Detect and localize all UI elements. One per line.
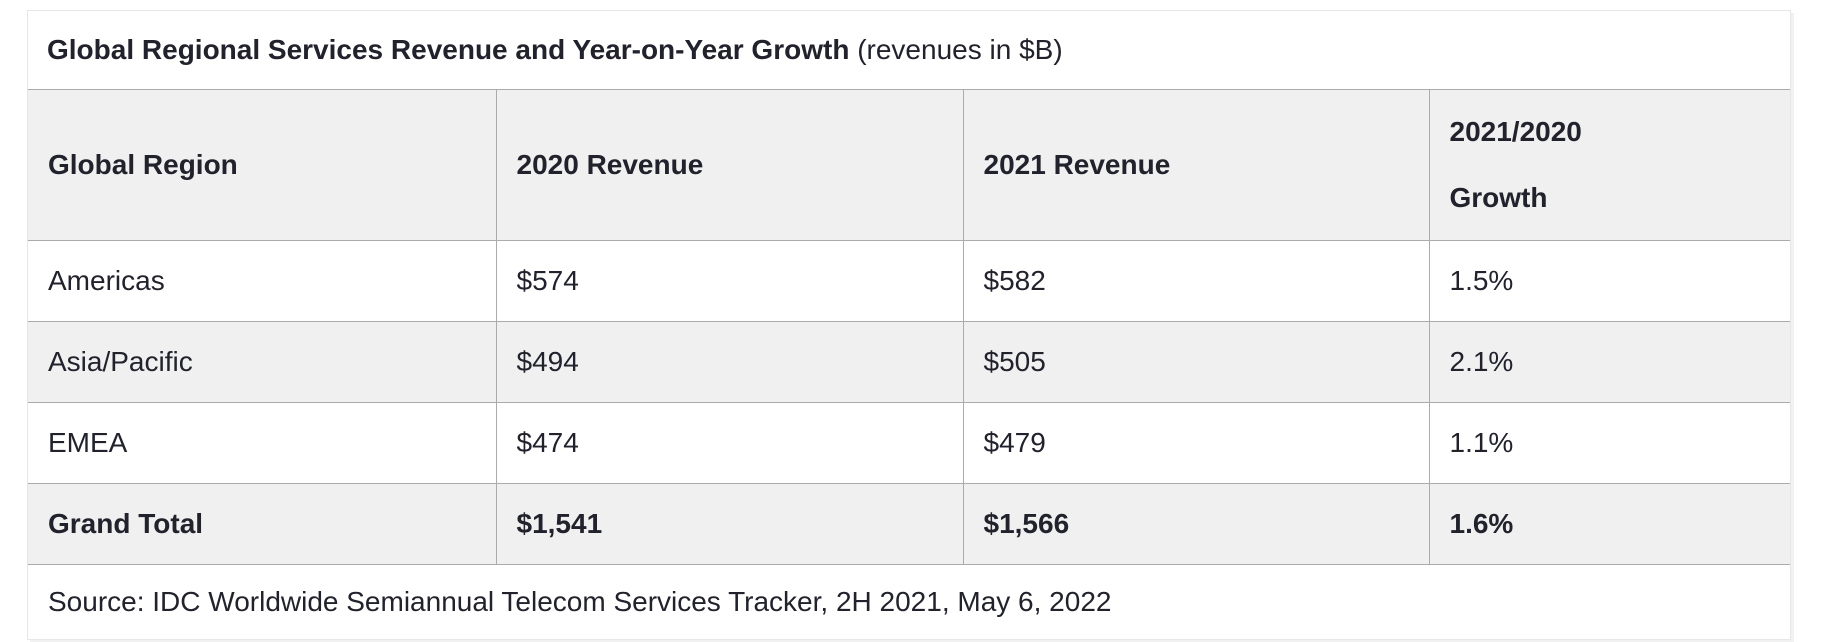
table-title: Global Regional Services Revenue and Yea… [47,34,850,65]
cell-2021-revenue: $1,566 [962,483,1430,565]
table-title-row: Global Regional Services Revenue and Yea… [27,10,1791,90]
cell-growth: 1.1% [1428,402,1791,484]
cell-2020-revenue: $574 [495,240,964,322]
table-source-row: Source: IDC Worldwide Semiannual Telecom… [27,564,1791,640]
cell-region: Grand Total [27,483,497,565]
cell-2020-revenue: $494 [495,321,964,403]
cell-2020-revenue: $1,541 [495,483,964,565]
table-title-cell: Global Regional Services Revenue and Yea… [27,10,1791,90]
table-subtitle: (revenues in $B) [857,34,1063,65]
cell-2021-revenue: $505 [962,321,1430,403]
cell-2021-revenue: $479 [962,402,1430,484]
cell-growth: 1.5% [1428,240,1791,322]
table-header-row: Global Region 2020 Revenue 2021 Revenue … [27,89,1791,241]
cell-region: Asia/Pacific [27,321,497,403]
revenue-table-container: Global Regional Services Revenue and Yea… [27,10,1791,640]
cell-region: EMEA [27,402,497,484]
table-row-grand-total: Grand Total $1,541 $1,566 1.6% [27,483,1791,565]
header-growth: 2021/2020 Growth [1428,89,1791,241]
cell-growth: 1.6% [1428,483,1791,565]
header-2020-revenue: 2020 Revenue [495,89,964,241]
cell-region: Americas [27,240,497,322]
regional-revenue-table: Global Regional Services Revenue and Yea… [27,10,1791,640]
source-note: Source: IDC Worldwide Semiannual Telecom… [27,564,1791,640]
header-2021-revenue: 2021 Revenue [962,89,1430,241]
cell-2021-revenue: $582 [962,240,1430,322]
header-growth-line1: 2021/2020 [1449,116,1582,147]
table-row-americas: Americas $574 $582 1.5% [27,240,1791,322]
header-global-region: Global Region [27,89,497,241]
cell-2020-revenue: $474 [495,402,964,484]
header-growth-line2: Growth [1449,182,1548,213]
table-row-asia-pacific: Asia/Pacific $494 $505 2.1% [27,321,1791,403]
cell-growth: 2.1% [1428,321,1791,403]
table-row-emea: EMEA $474 $479 1.1% [27,402,1791,484]
